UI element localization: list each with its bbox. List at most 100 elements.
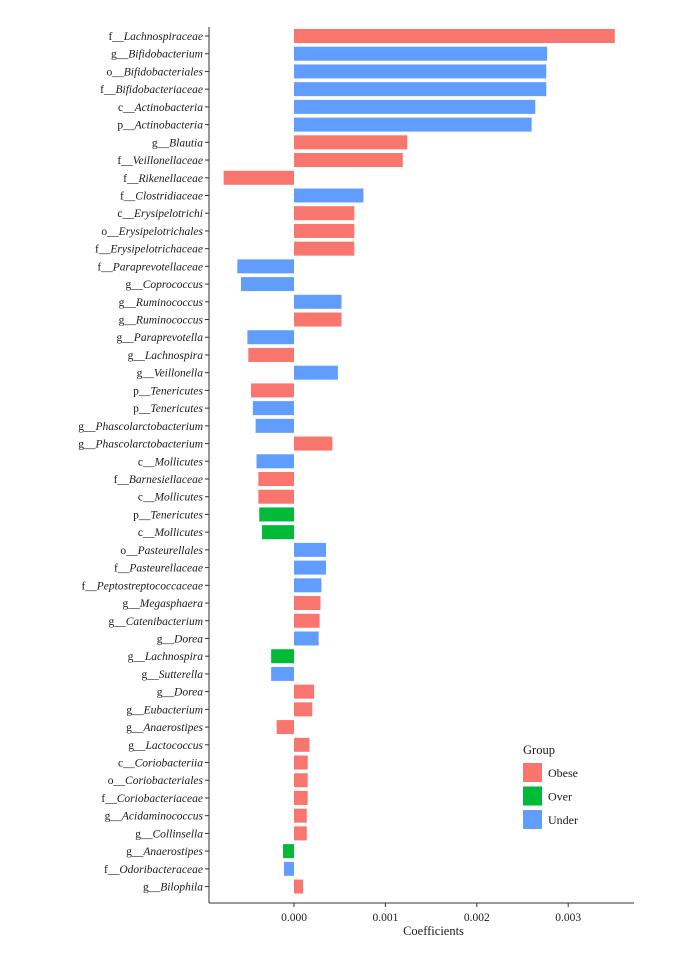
category-label: f__Coriobacteriaceae	[101, 793, 203, 805]
taxon-rank-prefix: f__	[95, 244, 111, 256]
bar-c-mollicutes	[256, 454, 294, 469]
legend-title: Group	[523, 743, 555, 757]
taxon-rank-prefix: p__	[117, 120, 135, 132]
legend: Group Obese Over Under	[523, 743, 578, 829]
bar-g-ruminococcus	[294, 312, 342, 327]
bars-layer	[223, 29, 615, 894]
bar-g-acidaminococcus	[294, 808, 307, 823]
taxon-name: Erysipelotrichaceae	[109, 244, 203, 256]
bar-o-erysipelotrichales	[294, 223, 355, 238]
x-axis-title: Coefficients	[403, 924, 464, 938]
category-label: o__Erysipelotrichales	[101, 226, 203, 238]
bar-g-eubacterium	[294, 702, 313, 717]
category-label: f__Veillonellaceae	[117, 155, 203, 167]
category-label: p__Tenericutes	[133, 403, 203, 415]
taxon-name: Paraprevotellaceae	[112, 261, 203, 273]
taxon-rank-prefix: g__	[128, 651, 146, 663]
x-tick-label: 0.001	[372, 912, 398, 924]
taxon-rank-prefix: g__	[143, 882, 161, 894]
taxon-rank-prefix: c__	[118, 102, 135, 114]
taxon-name: Veillonellaceae	[133, 155, 203, 167]
bar-f-bifidobacteriaceae	[294, 82, 547, 97]
category-label: o__Coriobacteriales	[108, 775, 204, 787]
category-label: g__Dorea	[157, 633, 203, 645]
taxon-rank-prefix: g__	[126, 722, 144, 734]
bar-c-coriobacteriia	[294, 755, 308, 770]
x-tick-label: 0.003	[555, 912, 581, 924]
category-label: g__Anaerostipes	[126, 846, 203, 858]
taxon-rank-prefix: g__	[117, 332, 135, 344]
taxon-rank-prefix: g__	[128, 350, 146, 362]
category-label: g__Lachnospira	[128, 651, 204, 663]
bar-f-rikenellaceae	[223, 170, 294, 185]
category-label: c__Coriobacteriia	[118, 758, 203, 770]
bar-g-dorea	[294, 684, 315, 699]
taxon-rank-prefix: o__	[107, 66, 125, 78]
bar-g-sutterella	[271, 666, 294, 681]
category-label: g__Megasphaera	[123, 598, 204, 610]
taxon-name: Anaerostipes	[142, 846, 203, 858]
taxon-name: Odoribacteraceae	[119, 864, 203, 876]
bar-c-mollicutes	[258, 489, 294, 504]
taxon-name: Ruminococcus	[135, 297, 204, 309]
category-label: c__Mollicutes	[138, 527, 204, 539]
taxon-rank-prefix: f__	[101, 793, 117, 805]
taxon-rank-prefix: o__	[101, 226, 119, 238]
taxon-rank-prefix: g__	[141, 669, 159, 681]
taxon-rank-prefix: f__	[120, 190, 136, 202]
category-label: c__Mollicutes	[138, 456, 204, 468]
taxon-rank-prefix: g__	[111, 49, 129, 61]
taxon-rank-prefix: g__	[105, 811, 123, 823]
taxon-rank-prefix: g__	[119, 297, 137, 309]
taxon-rank-prefix: f__	[97, 261, 113, 273]
bar-p-tenericutes	[259, 507, 294, 522]
taxon-rank-prefix: g__	[78, 421, 96, 433]
taxon-name: Tenericutes	[150, 509, 203, 521]
category-label: f__Lachnospiraceae	[108, 31, 203, 43]
taxon-name: Collinsella	[153, 828, 204, 840]
taxon-rank-prefix: g__	[78, 439, 96, 451]
category-label: g__Eubacterium	[126, 704, 203, 716]
bar-p-tenericutes	[251, 383, 294, 398]
taxon-name: Coriobacteriaceae	[117, 793, 203, 805]
taxon-rank-prefix: o__	[120, 545, 138, 557]
taxon-rank-prefix: g__	[157, 633, 175, 645]
taxon-name: Megasphaera	[139, 598, 203, 610]
bar-f-peptostreptococcaceae	[294, 578, 322, 593]
taxon-name: Eubacterium	[143, 704, 203, 716]
category-label: f__Bifidobacteriaceae	[100, 84, 203, 96]
taxon-name: Lachnospiraceae	[123, 31, 203, 43]
legend-swatch-over	[523, 786, 542, 806]
bar-f-odoribacteraceae	[283, 861, 294, 876]
category-label: g__Lachnospira	[128, 350, 204, 362]
taxon-rank-prefix: f__	[104, 864, 120, 876]
bar-g-catenibacterium	[294, 613, 320, 628]
bar-g-lachnospira	[271, 649, 294, 664]
bar-c-actinobacteria	[294, 99, 536, 114]
taxon-name: Phascolarctobacterium	[94, 421, 203, 433]
category-label: g__Bifidobacterium	[111, 49, 203, 61]
bar-g-bifidobacterium	[294, 46, 548, 61]
bar-g-megasphaera	[294, 596, 321, 611]
taxon-rank-prefix: p__	[133, 509, 151, 521]
taxon-name: Tenericutes	[150, 385, 203, 397]
x-tick-label: 0.000	[281, 912, 307, 924]
taxon-name: Bifidobacteriaceae	[116, 84, 204, 96]
taxon-name: Dorea	[173, 687, 203, 699]
category-label: g__Acidaminococcus	[105, 811, 204, 823]
bar-g-anaerostipes	[283, 844, 294, 859]
bar-g-blautia	[294, 135, 408, 150]
bar-c-mollicutes	[262, 525, 294, 540]
category-label: c__Erysipelotrichi	[117, 208, 203, 220]
taxon-name: Bifidobacteriales	[124, 66, 204, 78]
taxon-name: Blautia	[169, 137, 203, 149]
bar-o-bifidobacteriales	[294, 64, 547, 79]
taxon-rank-prefix: f__	[114, 563, 130, 575]
taxon-rank-prefix: c__	[138, 456, 155, 468]
taxon-rank-prefix: o__	[108, 775, 126, 787]
taxon-rank-prefix: p__	[133, 385, 151, 397]
bar-g-bilophila	[294, 879, 304, 894]
taxon-rank-prefix: p__	[133, 403, 151, 415]
category-label: f__Barnesiellaceae	[114, 474, 203, 486]
